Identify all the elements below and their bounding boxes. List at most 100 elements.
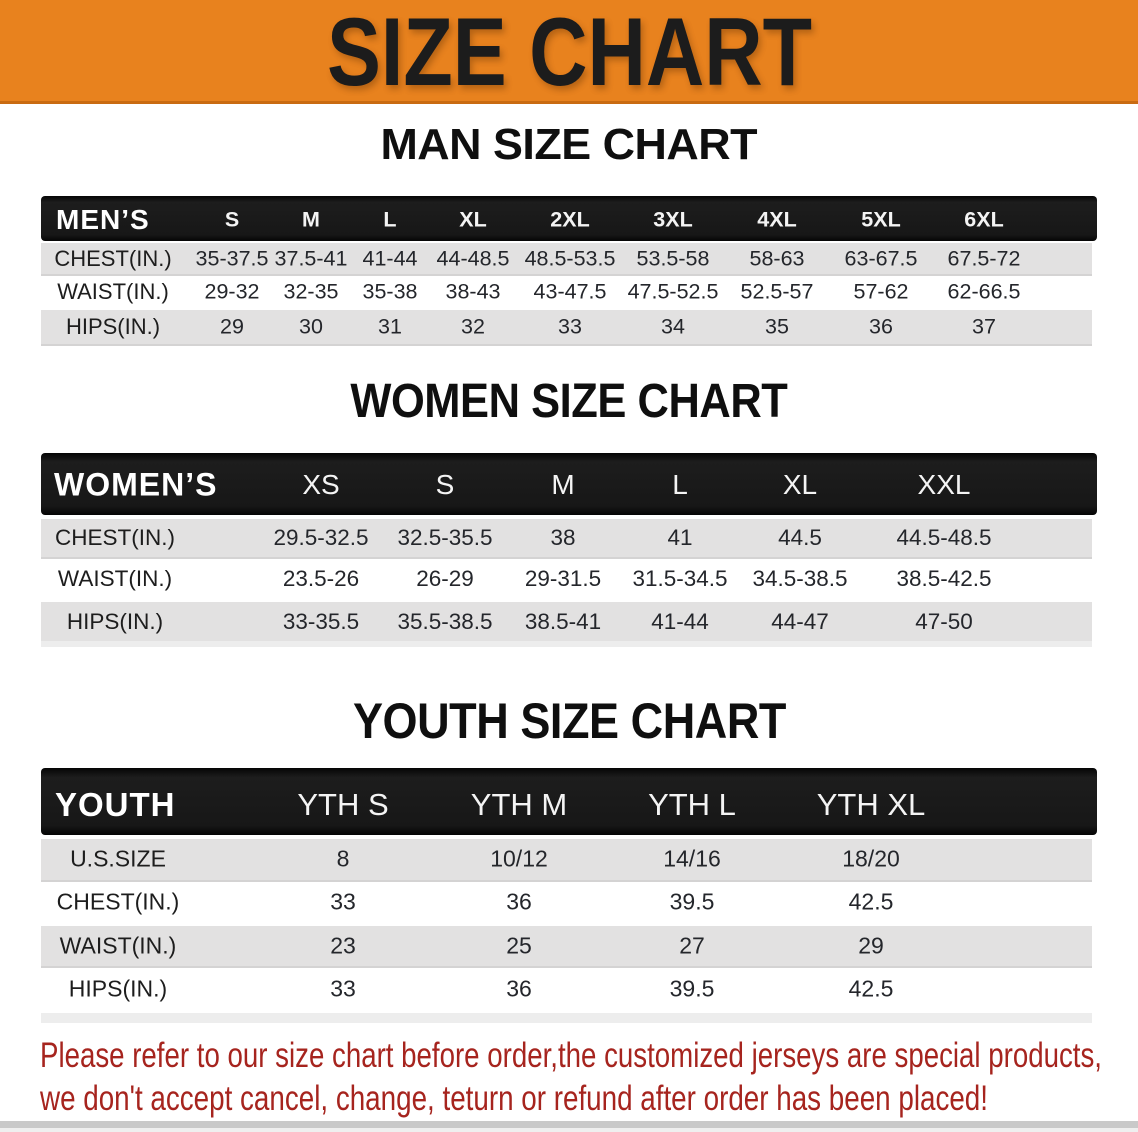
table-cell: 44-47 — [771, 608, 829, 634]
table-stripe — [41, 310, 1092, 346]
women-section-heading: WOMEN SIZE CHART — [0, 377, 1138, 426]
footnote-line-1: Please refer to our size chart before or… — [40, 1035, 1138, 1077]
table-cell: 27 — [679, 932, 705, 959]
row-label: CHEST(IN.) — [56, 888, 180, 915]
table-cell: 44.5 — [778, 525, 822, 550]
women-section-heading-text: WOMEN SIZE CHART — [350, 374, 788, 428]
column-header: YTH M — [470, 786, 568, 822]
table-header-label: WOMEN’S — [54, 466, 218, 503]
youth-section-heading: YOUTH SIZE CHART — [0, 696, 1138, 746]
column-header: YTH L — [648, 786, 736, 822]
table-cell: 48.5-53.5 — [524, 246, 616, 270]
table-cell: 44-48.5 — [436, 246, 510, 270]
table-cell: 34.5-38.5 — [752, 565, 848, 591]
table-cell: 35-38 — [362, 279, 418, 304]
table-cell: 26-29 — [416, 565, 474, 591]
table-cell: 30 — [299, 314, 323, 339]
table-cell: 38.5-42.5 — [896, 565, 992, 591]
table-cell: 63-67.5 — [844, 246, 918, 270]
table-cell: 35.5-38.5 — [397, 608, 493, 634]
bottom-crop-strip-light — [0, 1128, 1138, 1132]
table-cell: 32-35 — [283, 279, 339, 304]
row-label: HIPS(IN.) — [65, 314, 161, 339]
row-label: HIPS(IN.) — [66, 608, 164, 634]
youth-section-heading-text: YOUTH SIZE CHART — [352, 693, 786, 749]
table-cell: 42.5 — [848, 888, 894, 915]
column-header: XL — [459, 207, 487, 231]
table-cell: 33 — [330, 888, 356, 915]
table-cell: 37.5-41 — [274, 246, 348, 270]
column-header: 4XL — [757, 207, 797, 231]
column-header: YTH S — [297, 786, 389, 822]
table-cell: 43-47.5 — [533, 279, 607, 304]
column-header: S — [435, 469, 455, 500]
table-cell: 36 — [869, 314, 893, 339]
table-cell: 14/16 — [663, 845, 721, 872]
page-title: SIZE CHART — [0, 0, 1138, 106]
bottom-crop-strip — [0, 1121, 1138, 1128]
column-header: L — [672, 469, 688, 500]
table-cell: 38.5-41 — [524, 608, 602, 634]
column-header: 6XL — [964, 207, 1004, 231]
table-cell: 35-37.5 — [195, 246, 269, 270]
table-cell: 41 — [667, 525, 693, 550]
table-cell: 29.5-32.5 — [273, 525, 369, 550]
table-stripe — [41, 839, 1092, 882]
men-section-heading-text: MAN SIZE CHART — [380, 120, 758, 169]
table-header-band: MEN’S S M L XL 2XL 3XL 4XL 5XL 6XL — [41, 196, 1097, 241]
column-header: XS — [302, 469, 340, 500]
row-label: WAIST(IN.) — [59, 932, 177, 959]
table-stripe — [41, 243, 1092, 276]
table-cell: 57-62 — [853, 279, 909, 304]
table-cell: 31.5-34.5 — [632, 565, 728, 591]
column-header: 3XL — [653, 207, 693, 231]
table-cell: 23 — [330, 932, 356, 959]
row-label: U.S.SIZE — [70, 845, 166, 872]
table-cell: 29 — [220, 314, 244, 339]
table-cell: 42.5 — [848, 975, 894, 1002]
table-stripe — [41, 519, 1092, 559]
table-header-label: YOUTH — [55, 785, 176, 823]
row-label: HIPS(IN.) — [68, 975, 168, 1002]
table-cell: 44.5-48.5 — [896, 525, 992, 550]
column-header: XXL — [917, 469, 971, 500]
table-cell: 34 — [661, 314, 685, 339]
table-cell: 39.5 — [669, 975, 715, 1002]
table-cell: 35 — [765, 314, 789, 339]
table-cell: 8 — [336, 845, 350, 872]
row-label: CHEST(IN.) — [54, 245, 172, 271]
table-bottom-stripe — [41, 641, 1092, 647]
table-cell: 29 — [858, 932, 884, 959]
table-cell: 37 — [972, 314, 996, 339]
footnote-line-1-text: Please refer to our size chart before or… — [40, 1036, 1102, 1075]
men-section-heading: MAN SIZE CHART — [0, 123, 1138, 167]
row-label: WAIST(IN.) — [57, 279, 169, 304]
row-label: WAIST(IN.) — [57, 565, 173, 591]
column-header: M — [302, 207, 320, 231]
table-stripe — [41, 926, 1092, 968]
size-chart-banner: SIZE CHART — [0, 0, 1138, 104]
column-header: M — [551, 469, 575, 500]
table-cell: 31 — [378, 314, 402, 339]
table-cell: 62-66.5 — [947, 279, 1021, 304]
table-cell: 38 — [550, 525, 576, 550]
table-cell: 47.5-52.5 — [627, 279, 719, 304]
table-cell: 53.5-58 — [636, 246, 710, 270]
table-cell: 67.5-72 — [947, 246, 1021, 270]
column-header: XL — [782, 469, 818, 500]
column-header: 5XL — [861, 207, 901, 231]
table-cell: 33 — [558, 314, 582, 339]
table-cell: 41-44 — [362, 246, 418, 270]
table-cell: 25 — [506, 932, 532, 959]
page-title-text: SIZE CHART — [326, 0, 812, 106]
table-cell: 23.5-26 — [282, 565, 360, 591]
table-cell: 39.5 — [669, 888, 715, 915]
table-header-label: MEN’S — [56, 203, 150, 235]
table-cell: 38-43 — [445, 279, 501, 304]
table-cell: 36 — [506, 975, 532, 1002]
table-cell: 32 — [461, 314, 485, 339]
table-cell: 36 — [506, 888, 532, 915]
table-cell: 41-44 — [651, 608, 709, 634]
table-header-band: WOMEN’S XS S M L XL XXL — [41, 453, 1097, 515]
